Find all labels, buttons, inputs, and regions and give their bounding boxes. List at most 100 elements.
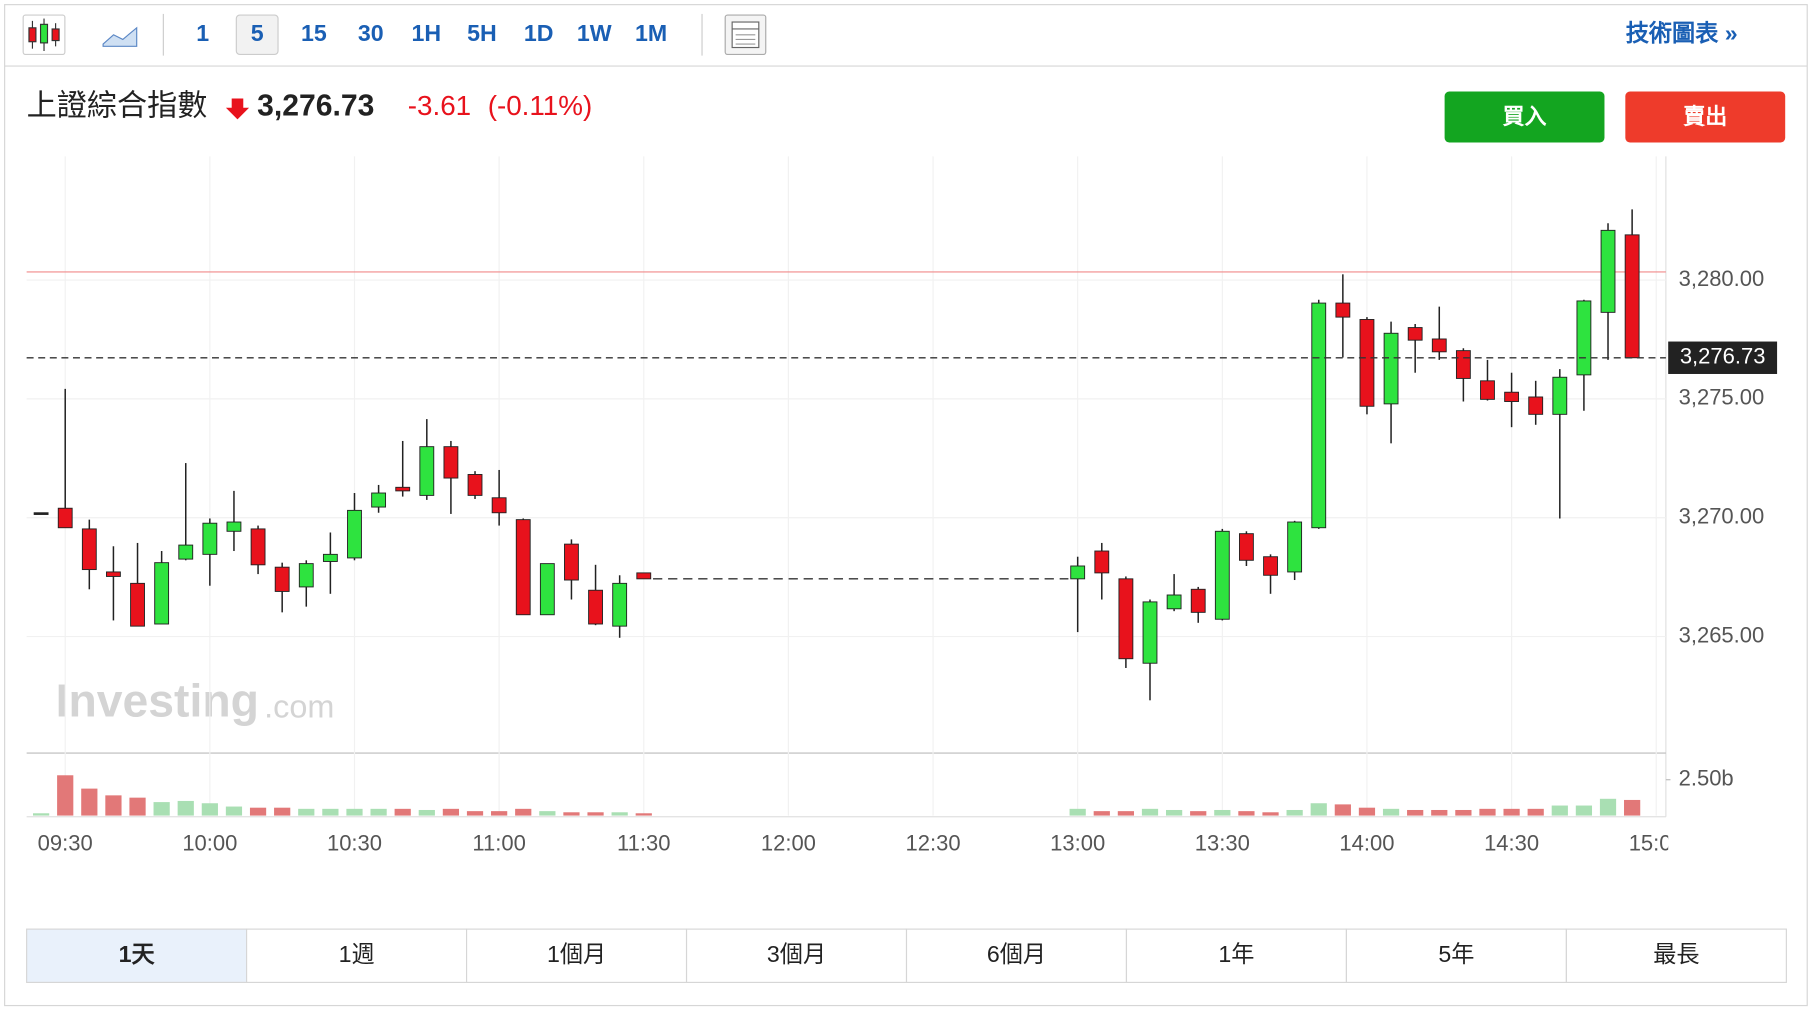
volume-bar [1286,809,1303,816]
range-tab[interactable] [685,928,908,983]
interval[interactable]: 1H [412,20,442,46]
range-tab-label[interactable]: 1個月 [547,941,606,967]
volume-bar [442,808,460,816]
interval[interactable]: 1M [635,20,667,46]
x-tick-label: 14:30 [1484,830,1539,855]
candle-body [1287,521,1303,573]
candle-body [1504,391,1520,402]
volume-bar [587,812,604,816]
volume-bar [81,788,98,816]
range-tab[interactable] [1565,928,1787,983]
candle-body [467,474,483,496]
volume-bar [1238,811,1255,816]
candle-body [1407,327,1423,341]
interval[interactable]: 1D [524,20,554,46]
volume-bar [32,813,50,816]
candle-icon[interactable] [22,14,66,56]
x-tick-label: 10:30 [327,830,382,855]
range-tab[interactable] [905,928,1128,983]
candle-body [202,522,218,555]
instrument-name: 上證綜合指數 [27,90,208,123]
range-tab[interactable] [26,928,248,983]
volume-bar [1599,798,1617,816]
last-price-box [1668,341,1778,374]
volume-bar [491,811,508,816]
volume-bar [298,808,315,816]
y-tick-label: 3,265.00 [1679,622,1765,647]
sell-button[interactable] [1625,91,1786,143]
candle-body [1431,338,1447,353]
candle-body [33,512,49,515]
volume-bar [1575,805,1593,816]
y-tick-label: 3,280.00 [1679,266,1765,291]
range-tab[interactable] [465,928,688,983]
range-tab-label[interactable]: 5年 [1438,941,1474,967]
interval[interactable]: 30 [358,20,384,46]
buy-button[interactable] [1444,91,1605,143]
sell-label[interactable]: 賣出 [1683,104,1727,129]
volume-bar [563,812,580,816]
interval[interactable]: 1W [577,20,612,46]
volume-bar [1407,809,1424,816]
interval[interactable]: 5 [251,20,264,46]
buy-label[interactable]: 買入 [1503,104,1547,129]
volume-bar [1141,808,1159,816]
candle-body [612,582,628,627]
volume-bar [1165,809,1183,816]
down-arrow [225,98,250,120]
candle-body [81,528,97,571]
price: 3,276.73 [257,90,374,123]
range-tab-label[interactable]: 最長 [1653,941,1699,967]
layout-icon[interactable] [724,14,767,56]
range-tab-label[interactable]: 1天 [119,941,156,967]
candle-body [106,571,121,577]
icon-stroke[interactable] [102,26,138,47]
candle-body [1311,302,1327,529]
volume-tick-label: 2.50b [1679,766,1734,791]
volume-bar [418,809,435,816]
interval[interactable]: 1 [196,20,209,46]
range-tab-label[interactable]: 3個月 [767,941,826,967]
technical-chart-link[interactable]: 技術圖表 » [1626,20,1738,46]
volume-bar [635,813,652,816]
candle-body [1094,550,1110,574]
candle-body [1118,578,1134,660]
range-tab-label[interactable]: 1週 [339,941,375,967]
candle-body [226,521,242,532]
range-tab-label[interactable]: 1年 [1218,941,1254,967]
volume-bar [274,807,291,816]
candle-body [1166,594,1182,610]
change-percent: (-0.11%) [488,90,593,121]
range-tab[interactable] [1345,928,1567,983]
candle-body [371,492,387,508]
x-tick-label: 13:30 [1195,830,1250,855]
volume-bar [1262,812,1279,816]
interval[interactable]: 5H [467,20,497,46]
change: -3.61 [408,90,471,121]
x-tick-label: 14:00 [1339,830,1394,855]
x-tick-label: 10:00 [182,830,237,855]
candle-body [564,543,579,581]
candle-body [1190,588,1206,613]
interval[interactable]: 15 [301,20,327,46]
volume-bar [1431,809,1448,816]
volume-bar [346,808,363,816]
volume-bar [1310,803,1327,816]
volume-bar [394,808,411,816]
last-price-label: 3,276.73 [1680,344,1766,369]
line-icon[interactable] [102,26,138,47]
watermark-brand: Investing [56,675,259,727]
y-tick-label: 3,270.00 [1679,504,1765,529]
candle-body [1359,319,1375,407]
icon-stroke [28,27,37,43]
candle-body [1480,380,1495,400]
volume-bar [1214,809,1231,816]
candle-body [1600,229,1616,313]
volume-bar [1551,805,1568,816]
range-tab-label[interactable]: 6個月 [987,941,1046,967]
candle-body [395,486,411,492]
candle-body [1383,332,1399,405]
interval-selected[interactable] [235,14,279,56]
volume-bar [611,812,628,816]
